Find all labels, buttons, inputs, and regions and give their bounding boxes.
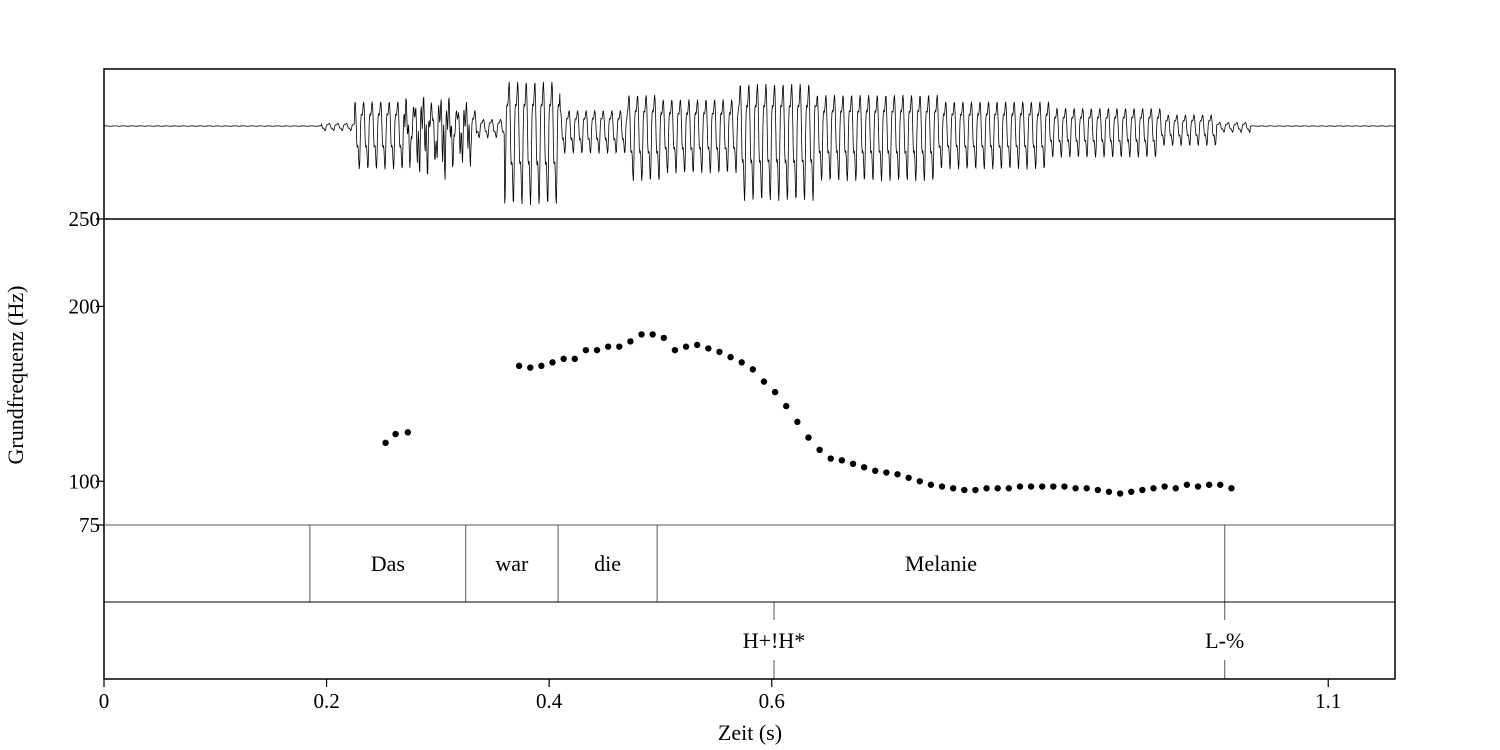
f0-point xyxy=(961,486,968,494)
y-axis-label: Grundfrequenz (Hz) xyxy=(3,286,28,465)
word-label: die xyxy=(594,551,621,576)
f0-point xyxy=(849,460,857,467)
axes: 250 200 100 75 0 0.2 0.4 0.6 1.1 xyxy=(69,68,1396,713)
y-tick-label: 75 xyxy=(79,513,100,537)
f0-point xyxy=(1016,483,1024,490)
f0-point xyxy=(593,346,601,354)
f0-point xyxy=(604,343,612,350)
waveform-panel xyxy=(103,81,1396,205)
f0-point xyxy=(549,359,556,366)
annotation-tiers: Das war die Melanie H+!H* L-% xyxy=(309,525,1244,679)
y-tick-label: 200 xyxy=(69,294,101,318)
f0-point xyxy=(905,474,912,481)
f0-point xyxy=(571,355,578,363)
f0-point xyxy=(760,378,768,385)
f0-point xyxy=(994,485,1001,492)
f0-point xyxy=(771,388,779,396)
f0-point xyxy=(927,481,935,488)
f0-point xyxy=(738,359,745,366)
f0-point xyxy=(1150,485,1157,492)
f0-point xyxy=(649,331,656,338)
f0-point xyxy=(1061,483,1068,490)
f0-point xyxy=(1039,483,1046,490)
f0-point xyxy=(1205,481,1213,488)
f0-point xyxy=(949,485,957,492)
f0-point xyxy=(883,469,890,476)
f0-point xyxy=(916,478,923,485)
f0-point xyxy=(749,366,757,373)
x-tick-label: 0.6 xyxy=(759,689,785,713)
f0-point xyxy=(627,338,634,345)
word-label: Das xyxy=(371,551,405,576)
f0-point xyxy=(727,353,734,361)
x-axis-label: Zeit (s) xyxy=(718,720,782,745)
f0-point xyxy=(1183,481,1191,488)
f0-point xyxy=(983,485,990,492)
f0-point xyxy=(1172,485,1179,492)
word-label: war xyxy=(495,551,529,576)
f0-point xyxy=(527,364,534,371)
f0-point xyxy=(1217,481,1224,488)
f0-point xyxy=(1128,488,1135,495)
f0-point xyxy=(1105,488,1113,495)
f0-point xyxy=(872,467,879,474)
f0-point xyxy=(382,439,389,447)
y-tick-label: 100 xyxy=(69,469,101,493)
f0-point xyxy=(894,471,901,478)
f0-point xyxy=(671,346,679,354)
x-tick-label: 0.4 xyxy=(536,689,563,713)
f0-point xyxy=(693,341,701,349)
f0-point xyxy=(1005,485,1013,492)
f0-point xyxy=(1116,490,1124,497)
f0-point xyxy=(972,486,979,494)
f0-point xyxy=(816,446,823,454)
f0-point xyxy=(805,434,812,441)
f0-point xyxy=(515,362,523,370)
f0-point xyxy=(1027,483,1035,490)
word-label: Melanie xyxy=(905,551,977,576)
f0-point xyxy=(794,418,801,426)
f0-point xyxy=(860,464,868,471)
plot-frame xyxy=(103,68,1396,680)
f0-point xyxy=(1050,483,1057,490)
x-tick-label: 1.1 xyxy=(1315,689,1341,713)
f0-point xyxy=(682,343,690,350)
f0-point xyxy=(616,343,623,350)
f0-point xyxy=(783,402,790,410)
waveform-trace xyxy=(103,81,1396,205)
f0-point xyxy=(838,457,846,464)
f0-point xyxy=(1161,483,1168,490)
tone-label: H+!H* xyxy=(743,628,806,653)
f0-point xyxy=(660,334,668,342)
f0-point xyxy=(638,331,645,338)
f0-point xyxy=(1072,485,1079,492)
y-tick-label: 250 xyxy=(69,207,101,231)
x-tick-label: 0 xyxy=(99,689,110,713)
f0-point xyxy=(538,362,545,370)
x-tick-label: 0.2 xyxy=(313,689,339,713)
f0-point xyxy=(827,455,834,462)
tone-label: L-% xyxy=(1205,628,1244,653)
f0-point xyxy=(560,355,567,363)
f0-point xyxy=(705,345,712,352)
f0-point xyxy=(716,348,723,356)
f0-point xyxy=(582,346,590,354)
f0-point xyxy=(1094,486,1102,494)
f0-point xyxy=(1194,483,1202,490)
f0-point xyxy=(1139,486,1146,494)
f0-point xyxy=(404,429,412,436)
f0-point xyxy=(1228,485,1235,492)
f0-point xyxy=(938,483,946,490)
pitch-panel xyxy=(382,331,1235,497)
f0-point xyxy=(392,430,399,438)
f0-point xyxy=(1083,485,1090,492)
